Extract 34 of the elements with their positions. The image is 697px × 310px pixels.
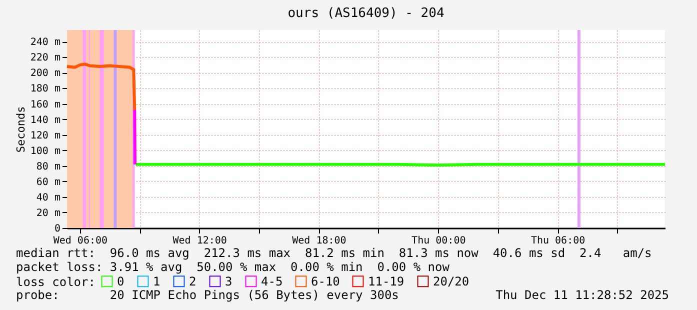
x-tick-label: Wed 18:00 xyxy=(292,236,346,246)
y-tick-label: 140 m xyxy=(30,114,60,126)
text: probe: 20 ICMP Echo Pings (56 Bytes) every 300s xyxy=(16,288,399,302)
legend-label: 1 xyxy=(153,274,160,288)
y-tick-label: 120 m xyxy=(30,130,60,142)
legend-label: 0 xyxy=(117,274,124,288)
y-tick-label: 0 xyxy=(54,224,60,234)
y-tick-label: 180 m xyxy=(30,84,60,95)
legend-label: 6-10 xyxy=(311,274,340,288)
x-tick-label: Thu 06:00 xyxy=(530,236,586,246)
x-tick-label: Wed 12:00 xyxy=(172,236,227,246)
legend-label: 11-19 xyxy=(368,274,404,288)
y-tick-label: 200 m xyxy=(30,68,60,80)
x-tick-label: Wed 06:00 xyxy=(53,236,108,246)
legend-label: 20/20 xyxy=(433,274,470,288)
y-tick-label: 220 m xyxy=(30,52,60,64)
legend-label: 4-5 xyxy=(261,274,283,288)
y-tick-label: 40 m xyxy=(36,192,60,204)
y-tick-label: 160 m xyxy=(30,99,60,110)
line-series xyxy=(66,62,136,112)
text: median rtt: 96.0 ms avg 212.3 ms max 81.2 ms min 81.3 ms now 40.6 ms sd 2.4 am/s xyxy=(16,246,652,260)
y-tick-label: 20 m xyxy=(36,208,60,219)
legend-title: loss color: xyxy=(16,275,96,289)
chart-title: ours (AS16409) - 204 xyxy=(288,6,444,21)
legend-label: 2 xyxy=(189,274,196,288)
text: Thu Dec 11 11:28:52 2025 xyxy=(496,288,669,302)
text: packet loss: 3.91 % avg 50.00 % max 0.00 % min 0.00 % now xyxy=(16,260,450,274)
y-axis-title: Seconds xyxy=(14,106,28,153)
y-tick-label: 240 m xyxy=(30,37,60,48)
x-tick-label: Thu 00:00 xyxy=(412,236,466,246)
y-tick-label: 80 m xyxy=(36,161,60,172)
y-tick-label: 60 m xyxy=(36,176,60,188)
y-tick-label: 100 m xyxy=(30,146,60,157)
legend-label: 3 xyxy=(225,274,232,288)
